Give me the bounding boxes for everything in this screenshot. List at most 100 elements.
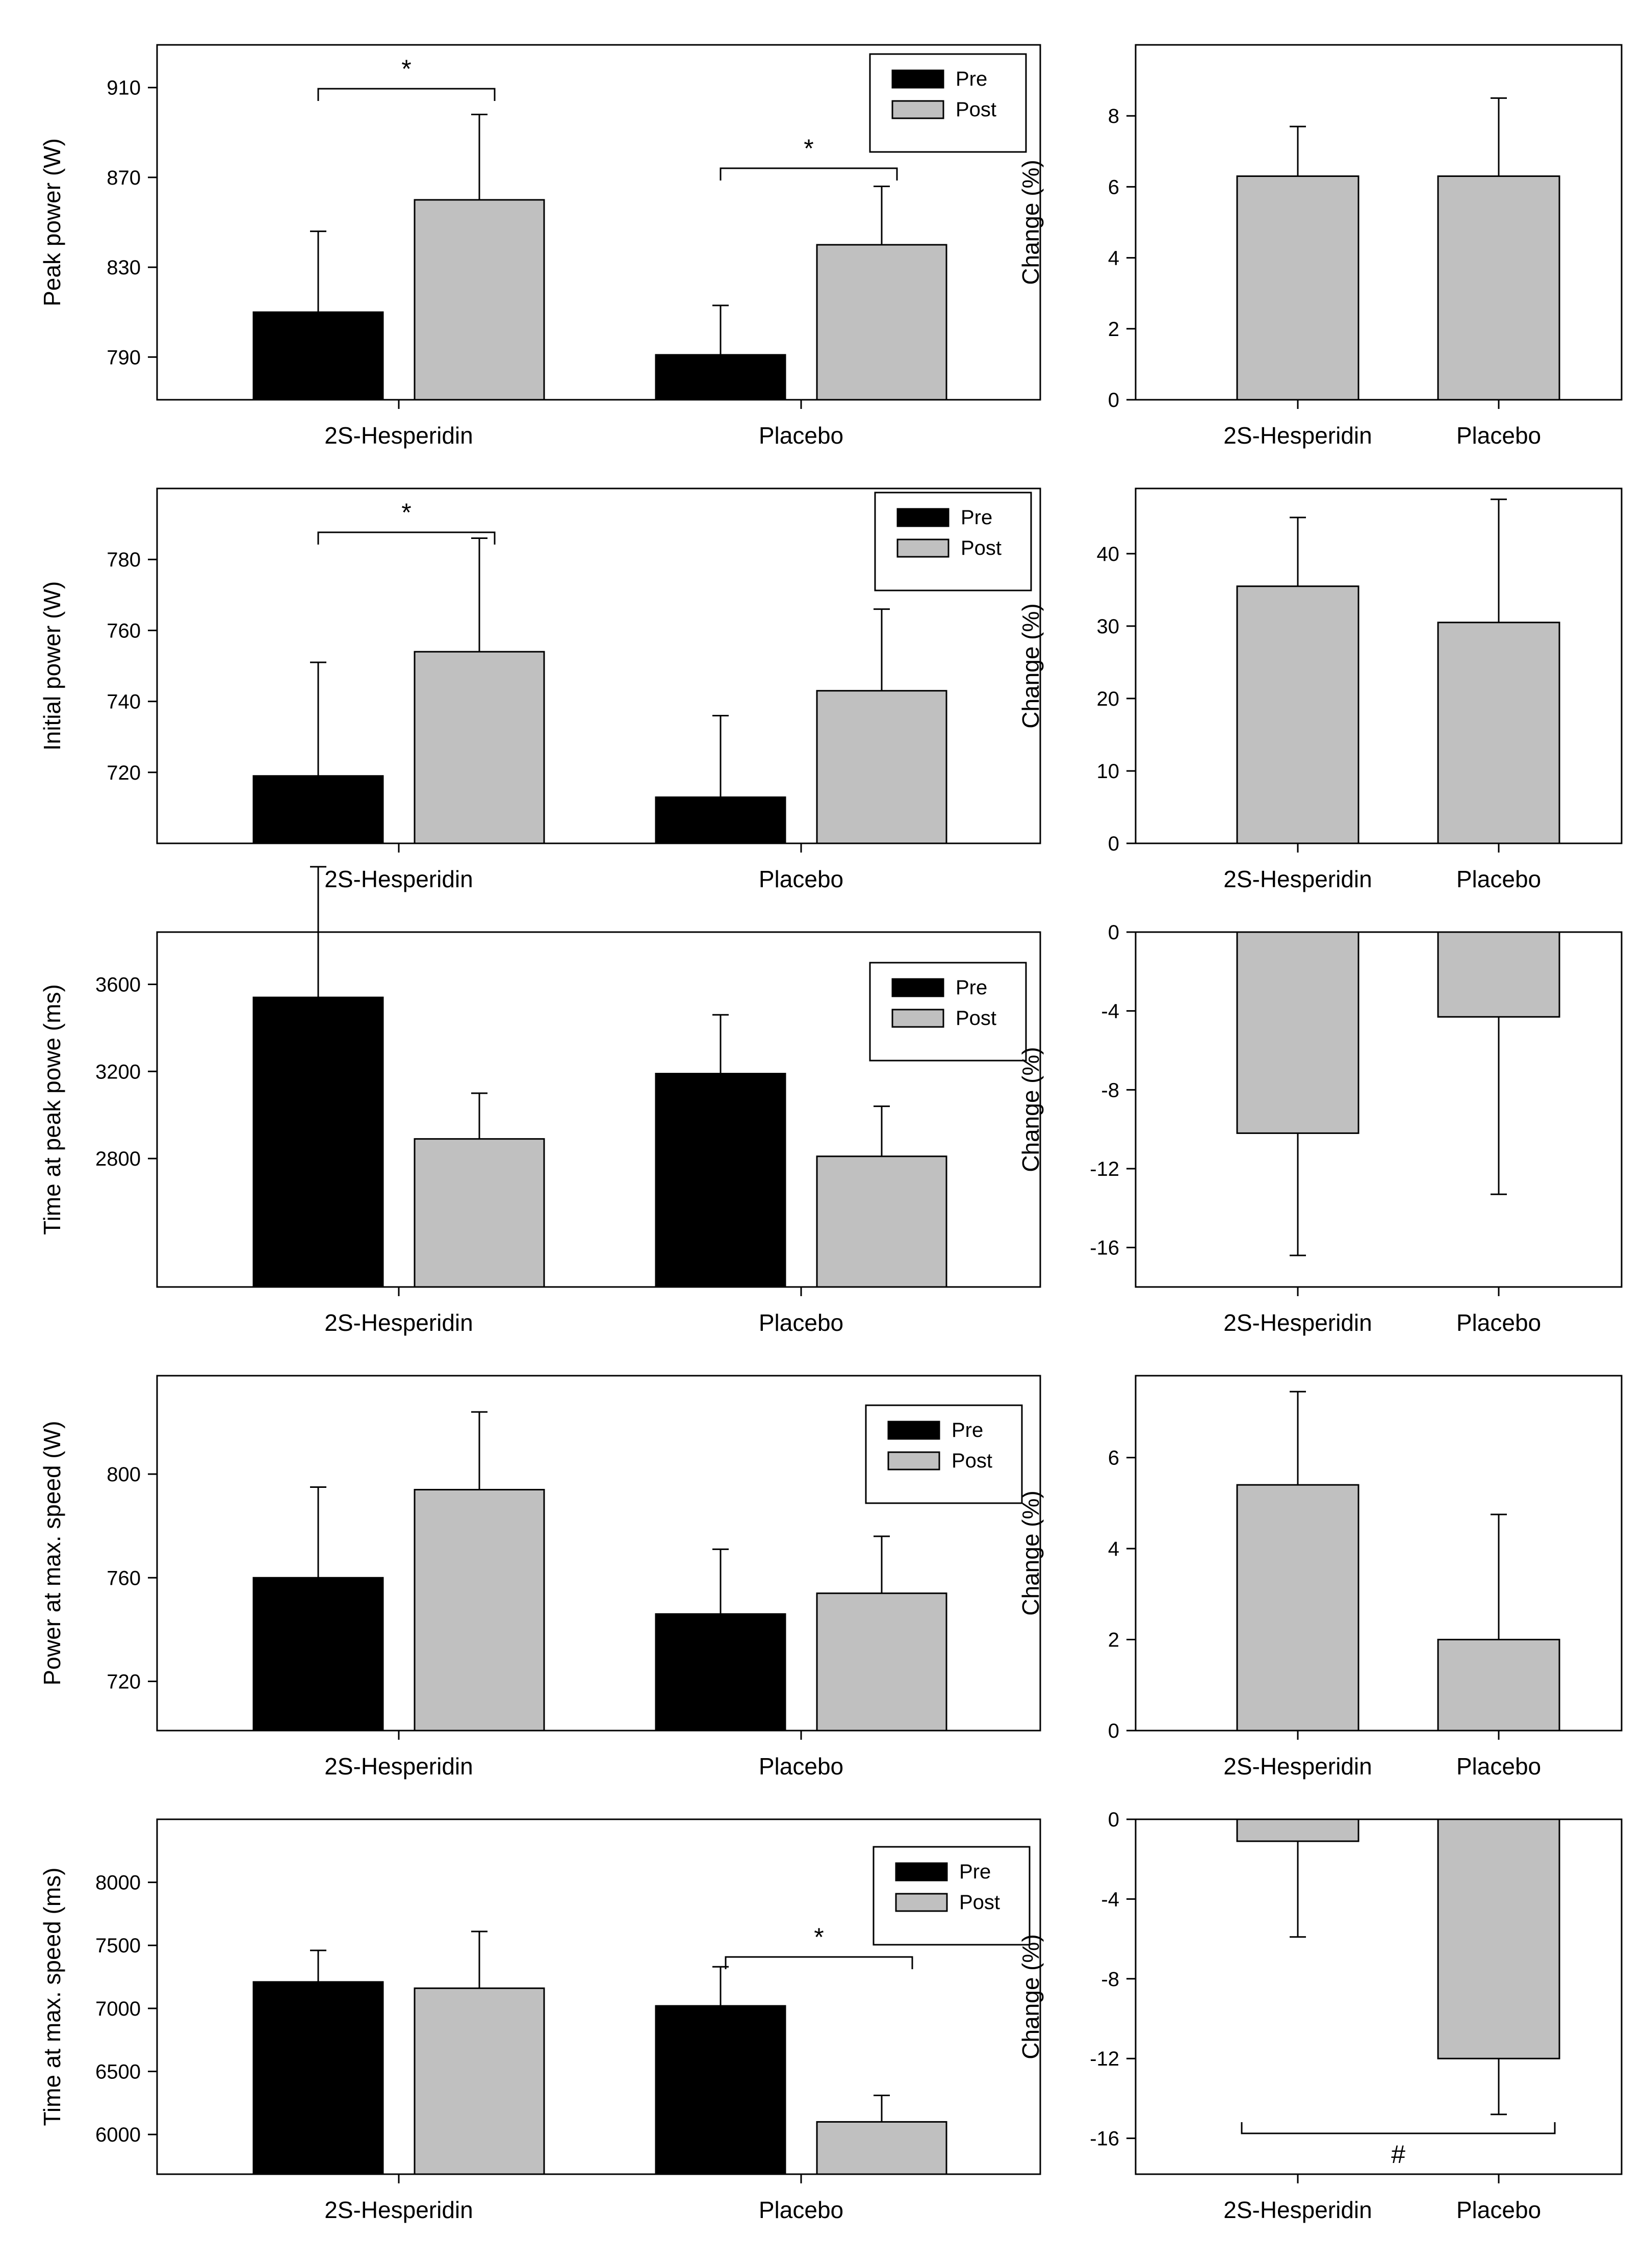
significance: # — [1241, 2122, 1556, 2169]
y-tick-label: 870 — [107, 167, 141, 189]
plot-frame — [1135, 931, 1623, 1288]
error-bar — [1290, 517, 1306, 586]
x-tick-label: Placebo — [1456, 866, 1541, 892]
bar-change-placebo — [1437, 622, 1560, 844]
legend-swatch-pre — [895, 1862, 948, 1882]
y-axis-title: Change (%) — [1017, 1047, 1044, 1172]
y-tick-label: 6 — [1108, 176, 1119, 198]
error-bar — [712, 1548, 729, 1614]
y-axis: 0 2 4 6 Change (%) — [1017, 1447, 1136, 1742]
y-axis: 2800 3200 3600 Time at peak powe (ms) — [39, 973, 157, 1235]
error-bar — [1491, 1017, 1507, 1195]
error-bar — [1491, 498, 1507, 623]
bar-2s-hesperidin-pre — [252, 311, 384, 401]
bars — [1236, 1390, 1560, 1732]
bars — [1236, 498, 1560, 844]
y-tick-label: 720 — [107, 1670, 141, 1693]
y-axis-title: Change (%) — [1017, 603, 1044, 728]
bar-placebo-pre — [655, 1073, 786, 1288]
plot-frame — [156, 931, 1041, 1288]
bar-2s-hesperidin-post — [414, 651, 545, 844]
legend-swatch-pre — [891, 69, 944, 89]
y-tick-label: 830 — [107, 256, 141, 279]
x-tick-label: 2S-Hesperidin — [324, 866, 473, 892]
legend-swatch-pre — [887, 1421, 940, 1440]
significance: * — [317, 498, 496, 545]
legend: Pre Post — [865, 1404, 1023, 1504]
significance: * — [725, 1923, 913, 1969]
x-tick-label: Placebo — [1456, 1309, 1541, 1336]
y-tick-label: -4 — [1101, 1888, 1119, 1911]
bars — [252, 537, 947, 844]
bar-change-2s-hesperidin — [1236, 585, 1359, 844]
error-bar — [310, 1486, 326, 1578]
legend-label-post: Post — [956, 98, 996, 121]
error-bar — [1290, 1841, 1306, 1938]
y-tick-label: -12 — [1090, 1158, 1119, 1180]
bar-2s-hesperidin-pre — [252, 996, 384, 1288]
panel-2-change: 0 10 20 30 40 Change (%) 2S-Hesperidin Placebo — [1017, 487, 1623, 892]
panel-5-prepost: 6000 6500 7000 7500 8000 Time at max. speed (… — [39, 1818, 1041, 2223]
y-tick-label: 2 — [1108, 318, 1119, 341]
y-tick-label: 790 — [107, 346, 141, 369]
y-tick-label: 7500 — [95, 1935, 141, 1957]
x-tick-label: 2S-Hesperidin — [1223, 1309, 1372, 1336]
significance-marker: * — [814, 1923, 824, 1951]
y-axis-title: Change (%) — [1017, 1490, 1044, 1615]
error-bar — [712, 1966, 729, 2006]
y-tick-label: 40 — [1097, 543, 1120, 565]
x-tick-label: 2S-Hesperidin — [324, 422, 473, 449]
x-tick-label: Placebo — [759, 1309, 843, 1336]
significance-bracket — [720, 167, 898, 181]
y-axis-title: Change (%) — [1017, 160, 1044, 285]
legend-swatch-post — [887, 1451, 940, 1471]
y-tick-label: 4 — [1108, 1538, 1119, 1560]
y-tick-label: 7000 — [95, 1998, 141, 2020]
error-bar — [1290, 1133, 1306, 1256]
x-tick-label: 2S-Hesperidin — [1223, 866, 1372, 892]
bar-placebo-post — [816, 244, 947, 401]
panel-1-change: 0 2 4 6 8 Change (%) 2S-Hesperidin Placebo — [1017, 44, 1623, 449]
bar-placebo-pre — [655, 354, 786, 401]
y-tick-label: 6 — [1108, 1447, 1119, 1470]
panel-3-change: 0 -4 -8 -12 -16 Change (%) 2S-Hesperidin Placeb… — [1017, 921, 1623, 1336]
error-bar — [310, 661, 326, 776]
y-tick-label: 800 — [107, 1463, 141, 1486]
significance-bracket — [1241, 2122, 1556, 2134]
legend-swatch-pre — [891, 978, 944, 997]
y-tick-label: 760 — [107, 620, 141, 642]
y-tick-label: 3600 — [95, 973, 141, 996]
x-tick-label: 2S-Hesperidin — [1223, 422, 1372, 449]
significance-marker: * — [401, 498, 411, 527]
legend: Pre Post — [873, 1846, 1031, 1946]
y-axis-title: Initial power (W) — [39, 581, 65, 751]
error-bar — [471, 1411, 488, 1490]
panel-5-change: 0 -4 -8 -12 -16 Change (%) 2S-Hesperidin Placeb… — [1017, 1809, 1623, 2223]
error-bar — [712, 304, 729, 355]
legend-swatch-post — [891, 1009, 944, 1028]
legend-label-pre: Pre — [956, 976, 987, 999]
y-tick-label: 720 — [107, 762, 141, 784]
x-tick-label: Placebo — [759, 1753, 843, 1780]
error-bar — [1290, 125, 1306, 176]
legend-label-post: Post — [961, 537, 1002, 559]
significance-bracket — [317, 88, 496, 101]
bar-2s-hesperidin-pre — [252, 775, 384, 844]
error-bar — [471, 537, 488, 652]
bar-2s-hesperidin-post — [414, 1138, 545, 1288]
error-bar — [310, 230, 326, 313]
y-tick-label: 910 — [107, 77, 141, 99]
x-tick-label: Placebo — [759, 2197, 843, 2223]
bar-placebo-pre — [655, 796, 786, 844]
x-tick-label: 2S-Hesperidin — [1223, 1753, 1372, 1780]
plot-frame — [1135, 1375, 1623, 1732]
x-tick-label: 2S-Hesperidin — [1223, 2197, 1372, 2223]
error-bar — [874, 2094, 890, 2122]
bars — [1236, 1818, 1560, 2116]
y-tick-label: 6500 — [95, 2060, 141, 2083]
y-tick-label: 3200 — [95, 1061, 141, 1083]
legend: Pre Post — [869, 962, 1027, 1062]
legend-label-post: Post — [959, 1891, 1000, 1914]
bar-change-2s-hesperidin — [1236, 931, 1359, 1134]
bars — [252, 866, 947, 1288]
